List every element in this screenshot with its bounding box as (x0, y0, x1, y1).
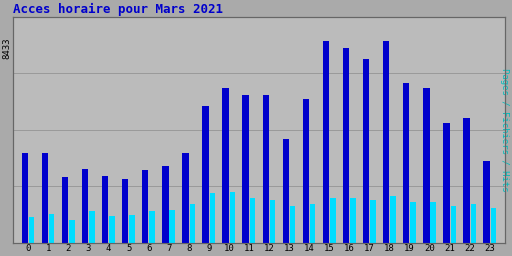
Bar (202, 109, 209, 243)
Bar (169, 210, 175, 243)
Bar (122, 181, 129, 243)
Bar (250, 198, 255, 243)
Bar (431, 202, 436, 243)
Y-axis label: Pages / Fichiers / Hits: Pages / Fichiers / Hits (500, 68, 509, 192)
Bar (443, 125, 450, 243)
Bar (162, 166, 168, 243)
Bar (162, 167, 168, 243)
Bar (363, 62, 369, 243)
Bar (150, 211, 155, 243)
Bar (343, 48, 349, 243)
Bar (122, 179, 129, 243)
Bar (82, 169, 88, 243)
Bar (390, 196, 396, 243)
Bar (41, 153, 48, 243)
Bar (483, 163, 490, 243)
Bar (463, 118, 470, 243)
Bar (263, 95, 269, 243)
Bar (109, 216, 115, 243)
Bar (182, 155, 188, 243)
Bar (403, 85, 410, 243)
Bar (29, 217, 34, 243)
Bar (290, 206, 295, 243)
Bar (443, 123, 450, 243)
Bar (49, 214, 54, 243)
Bar (383, 40, 390, 243)
Bar (330, 198, 335, 243)
Bar (62, 178, 68, 243)
Bar (142, 170, 148, 243)
Bar (370, 200, 376, 243)
Bar (403, 83, 410, 243)
Bar (283, 139, 289, 243)
Bar (263, 97, 269, 243)
Bar (22, 156, 28, 243)
Bar (423, 88, 430, 243)
Bar (69, 220, 75, 243)
Bar (310, 204, 315, 243)
Bar (102, 176, 109, 243)
Bar (89, 211, 95, 243)
Bar (423, 90, 430, 243)
Bar (41, 156, 48, 243)
Bar (182, 153, 188, 243)
Bar (209, 193, 215, 243)
Bar (222, 88, 229, 243)
Bar (189, 204, 195, 243)
Bar (283, 141, 289, 243)
Bar (230, 191, 235, 243)
Bar (222, 90, 229, 243)
Bar (22, 153, 28, 243)
Bar (350, 198, 356, 243)
Bar (102, 177, 109, 243)
Text: Acces horaire pour Mars 2021: Acces horaire pour Mars 2021 (13, 3, 223, 16)
Bar (383, 43, 390, 243)
Bar (243, 95, 249, 243)
Bar (202, 106, 209, 243)
Bar (130, 215, 135, 243)
Bar (270, 200, 275, 243)
Bar (471, 204, 476, 243)
Bar (411, 202, 416, 243)
Bar (483, 161, 490, 243)
Bar (82, 171, 88, 243)
Bar (243, 97, 249, 243)
Bar (451, 206, 456, 243)
Bar (490, 208, 496, 243)
Bar (363, 59, 369, 243)
Bar (142, 171, 148, 243)
Bar (323, 40, 329, 243)
Bar (463, 121, 470, 243)
Bar (303, 99, 309, 243)
Bar (323, 43, 329, 243)
Bar (62, 177, 68, 243)
Bar (343, 50, 349, 243)
Bar (303, 102, 309, 243)
